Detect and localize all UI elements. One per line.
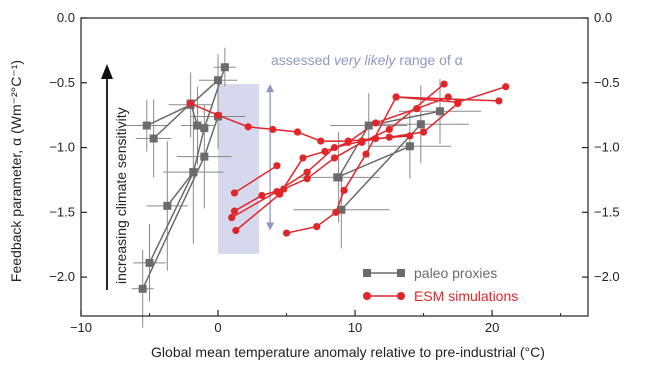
plot-frame bbox=[80, 17, 589, 317]
esm-point bbox=[444, 93, 452, 101]
legend-paleo-label: paleo proxies bbox=[414, 265, 497, 281]
esm-point bbox=[276, 190, 284, 198]
y-tick-label-left: −2.0 bbox=[49, 269, 75, 284]
esm-point bbox=[392, 93, 400, 101]
paleo-point bbox=[200, 152, 209, 161]
paleo-series-line bbox=[148, 66, 226, 264]
esm-point bbox=[299, 154, 307, 162]
esm-point bbox=[372, 119, 380, 127]
paleo-point bbox=[214, 76, 223, 85]
esm-point bbox=[406, 132, 414, 140]
y-tick-label-right: −0.5 bbox=[594, 75, 620, 90]
paleo-point bbox=[193, 121, 202, 130]
legend: paleo proxies ESM simulations bbox=[363, 265, 518, 304]
paleo-point bbox=[142, 121, 151, 130]
sensitivity-arrowhead bbox=[101, 64, 113, 79]
esm-point bbox=[244, 123, 252, 131]
paleo-point bbox=[189, 168, 198, 177]
legend-paleo-marker bbox=[363, 269, 405, 277]
esm-point bbox=[269, 125, 277, 134]
esm-point bbox=[214, 111, 222, 119]
assessed-range-label: assessed very likely range of α bbox=[271, 52, 463, 68]
y-tick-label-left: −1.5 bbox=[49, 204, 75, 219]
x-tick-label: 0 bbox=[214, 320, 221, 335]
paleo-point bbox=[364, 121, 373, 130]
paleo-point bbox=[405, 142, 414, 151]
paleo-point bbox=[138, 284, 147, 293]
y-tick-label-left: −1.0 bbox=[49, 140, 75, 155]
esm-point bbox=[282, 229, 291, 237]
esm-point bbox=[330, 143, 339, 152]
esm-point bbox=[332, 208, 340, 216]
paleo-point bbox=[149, 134, 158, 143]
esm-point bbox=[258, 191, 266, 200]
climate-sensitivity-arrow: increasing climate sensitivity bbox=[101, 64, 129, 290]
esm-point bbox=[228, 213, 236, 222]
esm-point bbox=[413, 105, 421, 113]
esm-point bbox=[317, 137, 325, 145]
paleo-point bbox=[145, 258, 154, 267]
assessed-range-box bbox=[218, 84, 260, 254]
paleo-point bbox=[220, 63, 229, 72]
paleo-series-line bbox=[336, 145, 411, 179]
esm-point bbox=[187, 99, 195, 108]
paleo-point bbox=[436, 107, 445, 116]
esm-point bbox=[303, 175, 311, 183]
y-tick-label-left: 0.0 bbox=[57, 10, 75, 25]
esm-series-line bbox=[234, 83, 445, 212]
y-tick-label-right: 0.0 bbox=[594, 10, 612, 25]
esm-point bbox=[385, 133, 393, 141]
esm-series-line bbox=[234, 165, 278, 194]
esm-point bbox=[502, 83, 510, 91]
esm-point bbox=[372, 134, 380, 143]
y-tick-label-right: −2.0 bbox=[594, 269, 620, 284]
paleo-series-line bbox=[166, 171, 194, 207]
esm-point bbox=[232, 226, 240, 235]
esm-point bbox=[230, 189, 239, 197]
esm-point bbox=[440, 80, 448, 88]
x-tick-label: −10 bbox=[70, 320, 92, 335]
paleo-point bbox=[200, 124, 209, 133]
esm-point bbox=[313, 223, 321, 231]
esm-point bbox=[293, 128, 302, 136]
paleo-point bbox=[416, 120, 425, 129]
x-axis-label: Global mean temperature anomaly relative… bbox=[151, 344, 545, 360]
legend-esm-label: ESM simulations bbox=[414, 288, 518, 304]
esm-point bbox=[273, 162, 281, 170]
x-tick-label: 20 bbox=[485, 320, 499, 335]
assessed-range-arrowhead-bottom bbox=[266, 222, 275, 231]
esm-point bbox=[321, 147, 329, 156]
esm-point bbox=[280, 185, 288, 193]
esm-point bbox=[454, 98, 462, 106]
esm-point bbox=[385, 125, 393, 134]
esm-point bbox=[419, 128, 428, 136]
paleo-point bbox=[163, 201, 172, 210]
axis-ticks: −10 0 10 20 0.0 0.0 −0.5 −0.5 −1.0 −1.0 −1.5 −1.5 −2… bbox=[49, 10, 619, 335]
x-tick-label: 10 bbox=[348, 320, 362, 335]
legend-esm-marker bbox=[363, 292, 405, 300]
sensitivity-arrow-label: increasing climate sensitivity bbox=[113, 107, 129, 284]
esm-point bbox=[358, 138, 366, 146]
y-tick-label-left: −0.5 bbox=[49, 75, 75, 90]
y-axis-label: Feedback parameter, α (Wm⁻²°C⁻¹) bbox=[8, 60, 24, 282]
esm-point bbox=[230, 207, 239, 215]
esm-point bbox=[303, 168, 311, 176]
esm-point bbox=[495, 97, 503, 105]
range-band-group: assessed very likely range of α bbox=[218, 52, 463, 254]
esm-point bbox=[362, 150, 370, 158]
paleo-point bbox=[333, 173, 342, 182]
assessed-range-arrowhead-top bbox=[266, 84, 275, 93]
series-markers bbox=[138, 63, 510, 293]
esm-point bbox=[344, 138, 352, 146]
esm-point bbox=[330, 154, 339, 162]
y-tick-label-right: −1.0 bbox=[594, 140, 620, 155]
esm-point bbox=[340, 186, 348, 194]
y-tick-label-right: −1.5 bbox=[594, 204, 620, 219]
paleo-point bbox=[337, 205, 346, 214]
paleo-error-bars bbox=[126, 47, 482, 328]
